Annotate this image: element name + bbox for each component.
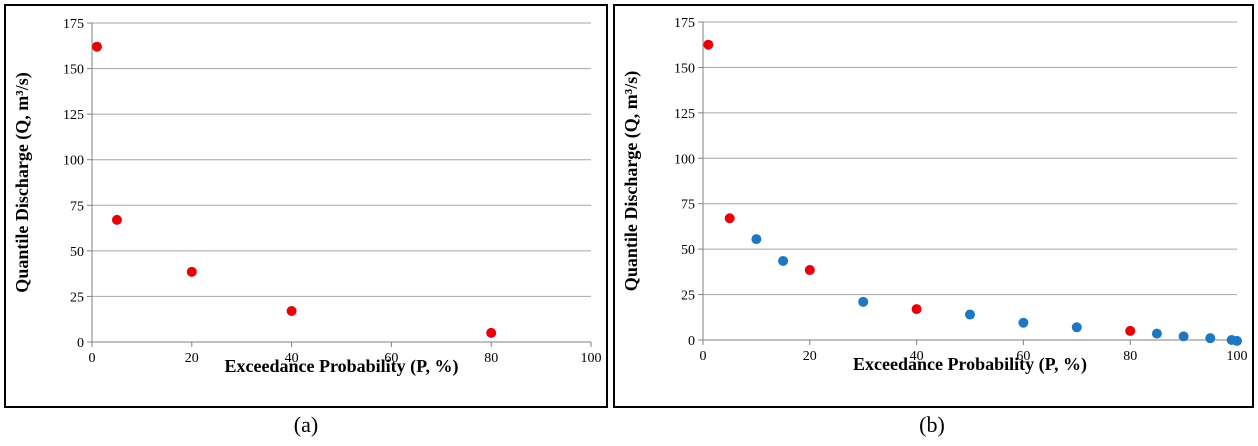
x-tick-label: 40 — [910, 349, 924, 364]
y-tick-label: 175 — [674, 16, 695, 31]
chart-panel-b: 0 25 50 75 100 125 150 175 0 20 40 60 80 100 Exceedanc… — [613, 4, 1254, 408]
x-tick-label: 0 — [89, 351, 96, 366]
data-point — [703, 39, 714, 50]
caption-a: (a) — [293, 412, 319, 437]
y-tick-label: 125 — [674, 107, 695, 122]
x-axis-label: Exceedance Probability (P, %) — [853, 354, 1087, 375]
data-point — [751, 234, 762, 245]
y-tick-label: 175 — [63, 17, 84, 32]
caption-b: (b) — [919, 412, 945, 437]
x-tick-label: 80 — [1123, 349, 1137, 364]
y-axis-label: Quantile Discharge (Q, m³/s) — [621, 71, 642, 291]
y-tick-label: 150 — [674, 61, 695, 76]
data-point — [1151, 328, 1162, 339]
y-tick-label: 50 — [70, 245, 84, 260]
data-point — [1232, 335, 1242, 346]
y-tick-label: 0 — [688, 334, 695, 349]
data-point — [1071, 322, 1082, 333]
y-axis-label: Quantile Discharge (Q, m³/s) — [12, 72, 33, 292]
x-tick-label: 60 — [1016, 349, 1030, 364]
chart-panel-a: 0 25 50 75 100 125 150 175 0 20 40 60 80 100 Exceedanc… — [4, 4, 608, 408]
data-point — [286, 306, 297, 317]
y-tick-label: 100 — [63, 154, 84, 169]
data-point — [911, 304, 922, 315]
y-tick-label: 0 — [77, 336, 84, 351]
y-tick-label: 150 — [63, 63, 84, 78]
data-point — [111, 214, 122, 225]
data-point — [1205, 333, 1216, 344]
x-axis-label: Exceedance Probability (P, %) — [225, 356, 459, 377]
data-point — [91, 41, 102, 52]
data-point — [1018, 317, 1029, 328]
data-point — [724, 213, 735, 224]
x-tick-label: 80 — [484, 351, 498, 366]
y-tick-label: 25 — [70, 290, 84, 305]
data-point — [965, 309, 975, 320]
chart-b-svg: 0 25 50 75 100 125 150 175 0 20 40 60 80 100 Exceedanc… — [621, 16, 1248, 375]
y-tick-label: 100 — [674, 152, 695, 167]
x-tick-label: 100 — [581, 351, 602, 366]
x-tick-label: 20 — [185, 351, 199, 366]
y-tick-label: 75 — [681, 198, 695, 213]
x-tick-label: 60 — [384, 351, 398, 366]
data-point — [486, 327, 497, 338]
x-tick-label: 0 — [700, 349, 707, 364]
x-tick-label: 40 — [285, 351, 299, 366]
chart-a-svg: 0 25 50 75 100 125 150 175 0 20 40 60 80 100 Exceedanc… — [12, 17, 602, 377]
x-tick-label: 20 — [803, 349, 817, 364]
y-tick-label: 25 — [681, 289, 695, 304]
y-tick-label: 125 — [63, 108, 84, 123]
y-tick-label: 50 — [681, 243, 695, 258]
data-point — [1178, 331, 1189, 342]
x-tick-label: 100 — [1227, 349, 1248, 364]
data-point — [186, 266, 197, 277]
data-point — [1125, 325, 1136, 336]
y-tick-label: 75 — [70, 199, 84, 214]
data-point — [804, 265, 815, 276]
data-point — [858, 296, 869, 307]
data-point — [778, 255, 789, 266]
